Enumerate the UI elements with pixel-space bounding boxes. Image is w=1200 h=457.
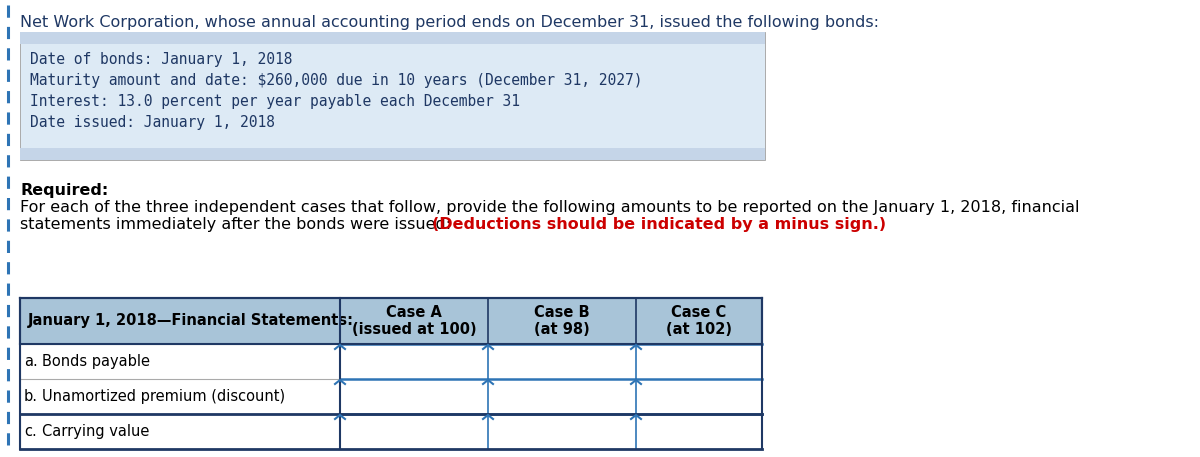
Text: January 1, 2018—Financial Statements:: January 1, 2018—Financial Statements: xyxy=(28,314,354,329)
Text: Case C
(at 102): Case C (at 102) xyxy=(666,305,732,337)
Bar xyxy=(20,32,766,44)
Bar xyxy=(20,379,762,414)
Text: Carrying value: Carrying value xyxy=(42,424,149,439)
Text: Required:: Required: xyxy=(20,183,108,198)
Text: (Deductions should be indicated by a minus sign.): (Deductions should be indicated by a min… xyxy=(432,217,886,232)
Text: Bonds payable: Bonds payable xyxy=(42,354,150,369)
Bar xyxy=(20,344,762,379)
Text: c.: c. xyxy=(24,424,37,439)
Bar xyxy=(20,32,766,160)
Text: Interest: 13.0 percent per year payable each December 31: Interest: 13.0 percent per year payable … xyxy=(30,94,520,109)
Text: b.: b. xyxy=(24,389,38,404)
Bar xyxy=(20,148,766,160)
Text: Date of bonds: January 1, 2018: Date of bonds: January 1, 2018 xyxy=(30,52,293,67)
Text: a.: a. xyxy=(24,354,37,369)
Bar xyxy=(20,298,762,344)
Text: For each of the three independent cases that follow, provide the following amoun: For each of the three independent cases … xyxy=(20,200,1080,215)
Text: Net Work Corporation, whose annual accounting period ends on December 31, issued: Net Work Corporation, whose annual accou… xyxy=(20,15,878,30)
Text: Date issued: January 1, 2018: Date issued: January 1, 2018 xyxy=(30,115,275,130)
Text: Unamortized premium (discount): Unamortized premium (discount) xyxy=(42,389,286,404)
Text: Maturity amount and date: $260,000 due in 10 years (December 31, 2027): Maturity amount and date: $260,000 due i… xyxy=(30,73,642,88)
Text: Case A
(issued at 100): Case A (issued at 100) xyxy=(352,305,476,337)
Text: statements immediately after the bonds were issued:: statements immediately after the bonds w… xyxy=(20,217,456,232)
Text: Case B
(at 98): Case B (at 98) xyxy=(534,305,590,337)
Bar xyxy=(20,414,762,449)
